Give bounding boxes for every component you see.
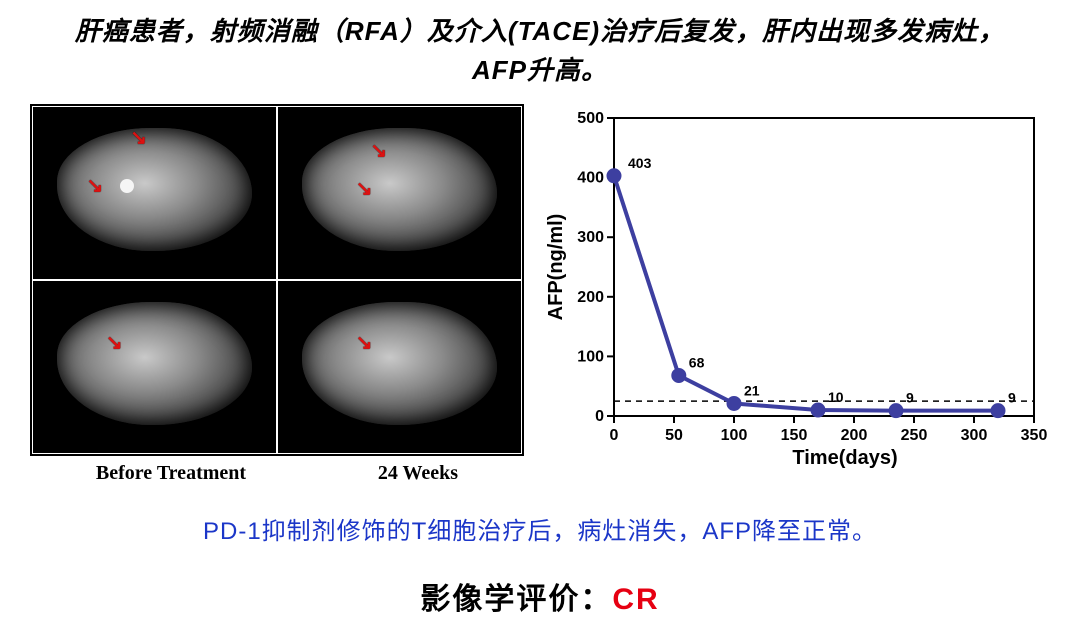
eval-line: 影像学评价：CR [30, 574, 1050, 618]
chart-xtick-label: 150 [781, 427, 808, 444]
scan-cell-1: ↘↘ [277, 106, 522, 280]
chart-ylabel: AFP(ng/ml) [545, 214, 567, 321]
chart-point-label: 68 [689, 354, 705, 370]
eval-value: CR [612, 583, 659, 616]
content-row: ↘↘↘↘↘↘ Before Treatment 24 Weeks 0100200… [30, 104, 1050, 485]
chart-xtick-label: 200 [841, 427, 868, 444]
chart-point-label: 10 [828, 389, 844, 405]
eval-label: 影像学评价： [420, 583, 612, 616]
result-line: PD-1抑制剂修饰的T细胞治疗后，病灶消失，AFP降至正常。 [30, 511, 1050, 546]
chart-xtick-label: 300 [961, 427, 988, 444]
result-text: PD-1抑制剂修饰的T细胞治疗后，病灶消失，AFP降至正常。 [203, 518, 877, 545]
chart-marker [811, 403, 825, 417]
chart-point-label: 21 [744, 382, 760, 398]
chart-point-label: 9 [1008, 390, 1016, 406]
page-title: 肝癌患者，射频消融（RFA）及介入(TACE)治疗后复发，肝内出现多发病灶，AF… [30, 12, 1050, 90]
page-root: 肝癌患者，射频消融（RFA）及介入(TACE)治疗后复发，肝内出现多发病灶，AF… [0, 0, 1080, 617]
chart-xtick-label: 250 [901, 427, 928, 444]
scan-cell-2: ↘ [32, 280, 277, 454]
chart-xtick-label: 100 [721, 427, 748, 444]
lesion-arrow-icon: ↘ [356, 333, 373, 353]
chart-marker [727, 396, 741, 410]
chart-point-label: 403 [628, 155, 652, 171]
chart-xtick-label: 50 [665, 427, 683, 444]
chart-ytick-label: 0 [595, 408, 604, 425]
scan-organ-blob [57, 302, 251, 426]
lesion-arrow-icon: ↘ [356, 179, 373, 199]
chart-ytick-label: 400 [577, 170, 604, 187]
chart-xlabel: Time(days) [792, 447, 897, 469]
scan-cell-0: ↘↘ [32, 106, 277, 280]
scan-panel: ↘↘↘↘↘↘ Before Treatment 24 Weeks [30, 104, 524, 485]
title-text: 肝癌患者，射频消融（RFA）及介入(TACE)治疗后复发，肝内出现多发病灶，AF… [75, 16, 1005, 85]
scan-organ-blob [302, 302, 496, 426]
chart-xtick-label: 350 [1021, 427, 1048, 444]
afp-chart: 0 100 200 300 400 500 0 50 100 150 200 250 300 350 403… [542, 104, 1052, 474]
lesion-arrow-icon: ↘ [86, 176, 103, 196]
chart-marker [607, 169, 621, 183]
lesion-arrow-icon: ↘ [106, 333, 123, 353]
chart-ytick-label: 100 [577, 348, 604, 365]
chart-marker [672, 368, 686, 382]
chart-ytick-label: 500 [577, 110, 604, 127]
scan-grid: ↘↘↘↘↘↘ [30, 104, 524, 456]
scan-labels-row: Before Treatment 24 Weeks [30, 462, 524, 485]
chart-marker [991, 404, 1005, 418]
scan-cell-3: ↘ [277, 280, 522, 454]
chart-ytick-label: 300 [577, 229, 604, 246]
chart-ytick-label: 200 [577, 289, 604, 306]
chart-xtick-label: 0 [610, 427, 619, 444]
chart-point-label: 9 [906, 390, 914, 406]
chart-marker [889, 404, 903, 418]
lesion-arrow-icon: ↘ [130, 128, 147, 148]
scan-label-before: Before Treatment [96, 462, 246, 485]
scan-organ-blob [302, 128, 496, 252]
scan-label-after: 24 Weeks [378, 462, 458, 485]
afp-chart-panel: 0 100 200 300 400 500 0 50 100 150 200 250 300 350 403… [542, 104, 1052, 474]
lesion-arrow-icon: ↘ [370, 141, 387, 161]
